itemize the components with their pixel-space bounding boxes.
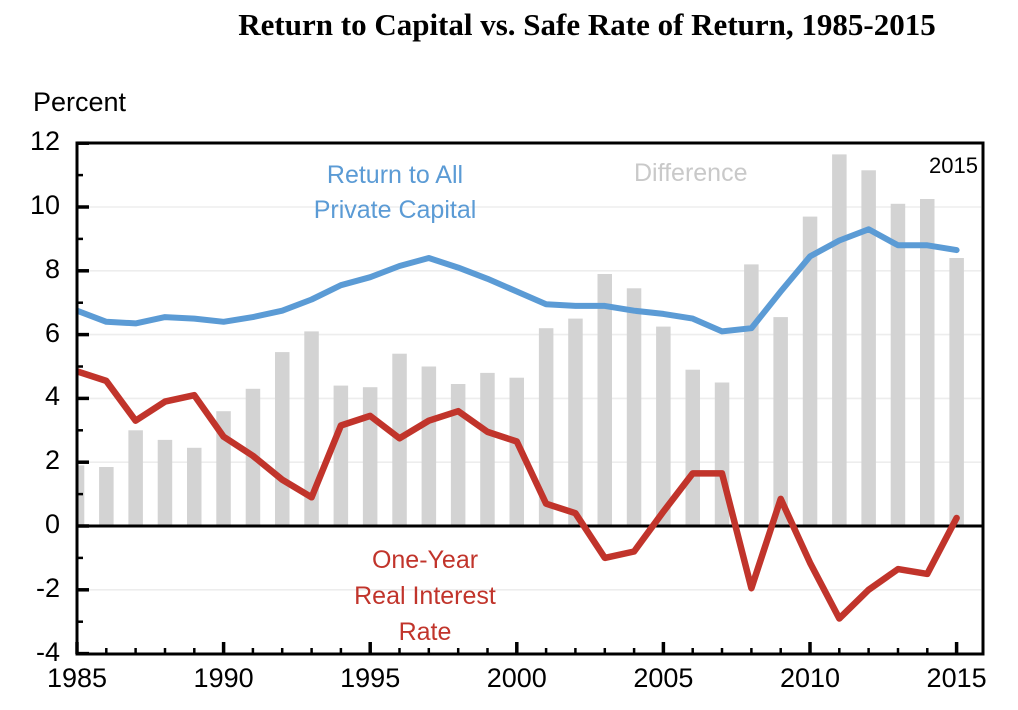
- y-tick-label: 12: [29, 126, 60, 157]
- difference-bar: [450, 384, 466, 526]
- difference-bar: [157, 439, 173, 526]
- difference-bar: [685, 369, 700, 526]
- y-tick-label: 4: [44, 381, 60, 412]
- difference-bar: [773, 317, 788, 526]
- difference-bar: [304, 331, 319, 526]
- x-tick-label: 2005: [633, 663, 694, 693]
- difference-bar: [333, 385, 349, 526]
- difference-bar: [890, 203, 906, 527]
- difference-bar: [187, 447, 202, 526]
- return-to-capital-line: [77, 226, 960, 335]
- difference-bar: [509, 377, 524, 526]
- y-tick-label: 10: [29, 190, 60, 220]
- real-interest-rate-label: One-Year Real Interest Rate: [354, 546, 496, 646]
- x-tick-label: 2015: [926, 663, 987, 693]
- difference-bar: [861, 170, 876, 527]
- real-interest-rate-line: [77, 368, 960, 622]
- x-tick-label: 2000: [486, 663, 547, 693]
- difference-bar: [744, 264, 759, 526]
- difference-bar: [920, 199, 935, 526]
- y-tick-label: 6: [44, 317, 60, 348]
- difference-bar: [802, 216, 818, 526]
- y-axis-title: Percent: [33, 87, 127, 117]
- difference-label: Difference: [634, 159, 748, 187]
- difference-bar: [99, 467, 114, 526]
- difference-bar: [128, 430, 143, 526]
- difference-bar: [949, 258, 964, 526]
- difference-bar: [832, 154, 847, 526]
- x-tick-label: 1995: [340, 663, 401, 693]
- difference-bar: [656, 326, 671, 526]
- y-tick-label: -4: [35, 636, 60, 667]
- difference-bar: [626, 288, 642, 526]
- difference-bar: [421, 366, 437, 526]
- last-year-label: 2015: [929, 153, 978, 178]
- y-tick-label: 8: [44, 253, 60, 284]
- difference-bar: [538, 328, 554, 526]
- difference-bar: [568, 318, 583, 526]
- difference-bar: [77, 465, 85, 526]
- chart-title: Return to Capital vs. Safe Rate of Retur…: [238, 7, 936, 42]
- return-to-capital-label: Return to All Private Capital: [313, 161, 477, 224]
- difference-bar: [362, 387, 378, 526]
- difference-bar: [275, 352, 290, 526]
- y-tick-label: -2: [35, 572, 60, 603]
- difference-bar: [480, 372, 495, 526]
- x-tick-label: 1985: [46, 663, 108, 693]
- difference-bar: [597, 274, 612, 526]
- x-tick-label: 1990: [193, 663, 254, 693]
- y-tick-label: 2: [44, 445, 60, 476]
- y-tick-label: 0: [44, 509, 60, 539]
- axis-ticks: [75, 141, 959, 656]
- x-tick-label: 2010: [779, 663, 841, 693]
